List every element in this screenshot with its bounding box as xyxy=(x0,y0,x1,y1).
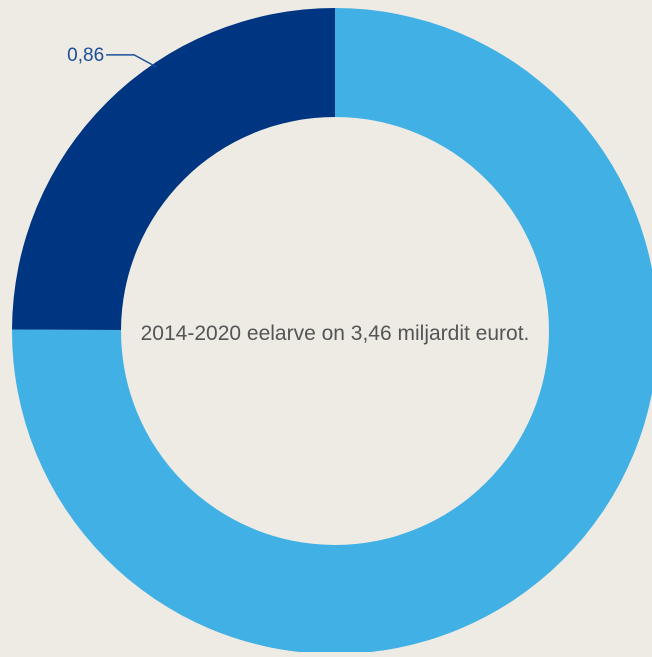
slice-value-label: 0,86 xyxy=(67,45,104,66)
donut-slice xyxy=(11,8,652,654)
center-caption: 2014-2020 eelarve on 3,46 miljardit euro… xyxy=(141,322,530,345)
donut-slice xyxy=(12,8,335,331)
slice-labels: 2,590,86 xyxy=(67,45,104,66)
donut-slices xyxy=(11,8,652,654)
slice-label-leaders xyxy=(106,54,157,68)
slice-leader-line xyxy=(106,54,157,68)
